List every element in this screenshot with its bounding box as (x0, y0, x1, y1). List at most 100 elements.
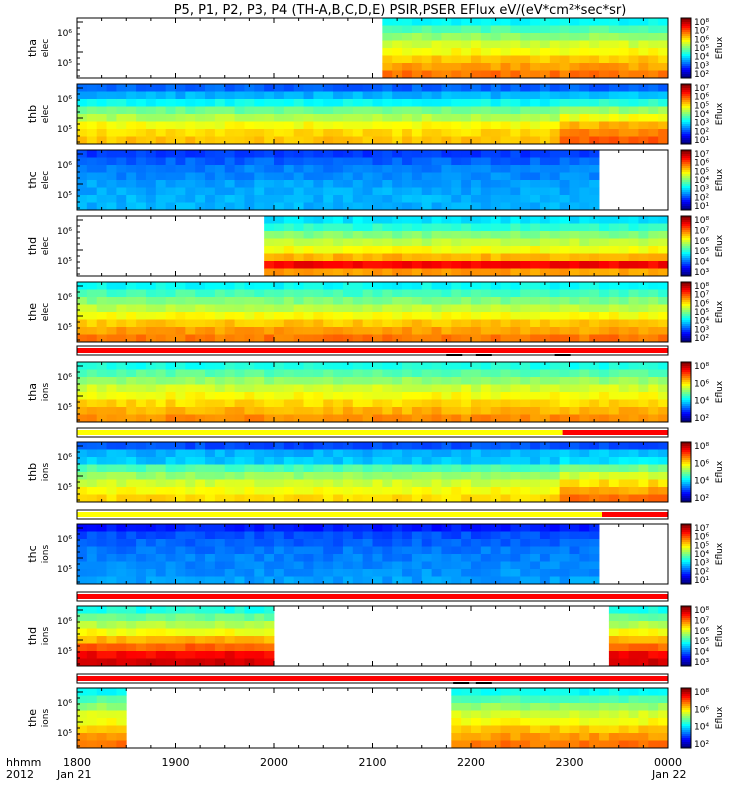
spectrogram-cell (628, 362, 639, 370)
spectrogram-cell (579, 377, 590, 385)
spectrogram-cell (431, 99, 442, 107)
spectrogram-cell (402, 150, 413, 158)
spectrogram-cell (145, 334, 157, 343)
spectrogram-cell (638, 710, 649, 719)
spectrogram-cell (480, 246, 492, 254)
colorbar-tick-label: 10³ (694, 119, 709, 129)
spectrogram-cell (136, 165, 147, 173)
spectrogram-cell (293, 319, 304, 328)
colorbar-segment (681, 116, 691, 119)
spectrogram-cell (274, 195, 285, 203)
spectrogram-cell (539, 55, 551, 64)
spectrogram-cell (431, 25, 442, 34)
spectrogram-cell (392, 392, 403, 400)
spectrogram-cell (520, 384, 531, 393)
spectrogram-cell (510, 740, 521, 749)
spectrogram-cell (372, 202, 383, 211)
spectrogram-cell (451, 531, 462, 540)
spectrogram-cell (628, 91, 639, 100)
spectrogram-cell (520, 703, 531, 711)
spectrogram-cell (185, 569, 196, 577)
spectrogram-cell (77, 479, 88, 488)
spectrogram-cell (303, 327, 314, 335)
spectrogram-cell (116, 297, 127, 305)
spectrogram-cell (471, 129, 482, 137)
spectrogram-cell (342, 289, 354, 298)
spectrogram-cell (510, 472, 521, 480)
spectrogram-cell (599, 304, 610, 313)
spectrogram-cell (145, 621, 157, 629)
spectrogram-cell (323, 84, 334, 92)
spectrogram-cell (549, 114, 561, 122)
colorbar-segment (681, 720, 691, 723)
spectrogram-cell (372, 377, 383, 385)
spectrogram-cell (86, 407, 98, 415)
spectrogram-cell (549, 531, 561, 540)
spectrogram-cell (86, 289, 98, 298)
spectrogram-cell (510, 180, 521, 188)
spectrogram-cell (283, 238, 295, 247)
spectrogram-cell (254, 628, 265, 637)
spectrogram-cell (155, 576, 167, 585)
y-tick-label: 10⁶ (57, 293, 72, 303)
spectrogram-cell (342, 231, 354, 239)
spectrogram-cell (628, 304, 639, 313)
spectrogram-cell (628, 621, 639, 629)
spectrogram-cell (441, 334, 452, 343)
panel-ylabel-species: ions (41, 382, 51, 401)
spectrogram-cell (421, 231, 432, 239)
colorbar-segment (681, 376, 691, 379)
spectrogram-cell (589, 55, 600, 64)
spectrogram-cell (648, 253, 659, 262)
spectrogram-cell (224, 554, 235, 562)
spectrogram-cell (608, 399, 620, 408)
spectrogram-cell (96, 150, 107, 158)
spectrogram-cell (362, 114, 373, 122)
spectrogram-cell (382, 195, 393, 203)
spectrogram-cell (234, 289, 245, 298)
spectrogram-cell (539, 268, 551, 277)
spectrogram-cell (96, 84, 107, 92)
spectrogram-cell (352, 150, 364, 158)
spectrogram-cell (530, 70, 541, 79)
spectrogram-cell (254, 136, 265, 145)
spectrogram-cell (441, 180, 452, 188)
spectrogram-cell (116, 539, 127, 547)
spectrogram-cell (165, 165, 176, 173)
spectrogram-cell (77, 136, 88, 145)
spectrogram-cell (136, 91, 147, 100)
spectrogram-cell (333, 106, 344, 115)
spectrogram-cell (214, 539, 226, 547)
colorbar-segment (681, 392, 691, 395)
spectrogram-cell (392, 246, 403, 254)
spectrogram-cell (155, 180, 167, 188)
spectrogram-cell (539, 688, 551, 696)
colorbar-segment (681, 398, 691, 401)
spectrogram-cell (283, 195, 295, 203)
spectrogram-cell (579, 55, 590, 64)
spectrogram-cell (382, 91, 393, 100)
spectrogram-cell (638, 740, 649, 749)
spectrogram-cell (214, 304, 226, 313)
y-tick-label: 10⁵ (57, 647, 72, 657)
spectrogram-cell (126, 289, 137, 298)
colorbar-segment (681, 160, 691, 163)
spectrogram-cell (185, 621, 196, 629)
spectrogram-cell (155, 554, 167, 562)
spectrogram-cell (313, 472, 324, 480)
colorbar-segment (681, 488, 691, 491)
spectrogram-cell (431, 479, 442, 488)
spectrogram-cell (342, 282, 354, 290)
spectrogram-cell (608, 216, 620, 224)
spectrogram-cell (352, 106, 364, 115)
spectrogram-cell (421, 150, 432, 158)
spectrogram-cell (96, 740, 107, 749)
spectrogram-cell (264, 202, 275, 211)
spectrogram-cell (77, 165, 88, 173)
spectrogram-cell (510, 282, 521, 290)
spectrogram-cell (441, 494, 452, 503)
colorbar-segment (681, 728, 691, 731)
spectrogram-cell (323, 312, 334, 320)
colorbar-segment (681, 252, 691, 255)
spectrogram-cell (175, 569, 186, 577)
